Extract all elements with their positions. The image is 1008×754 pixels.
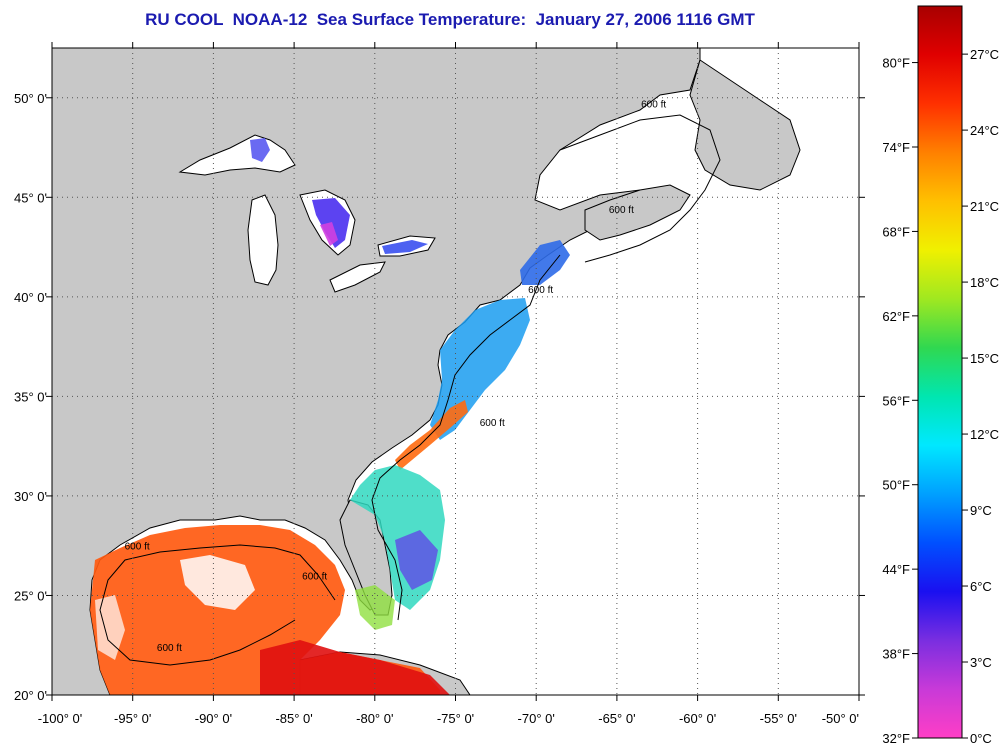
isobath-label: 600 ft xyxy=(480,418,505,429)
isobath-label: 600 ft xyxy=(528,285,553,296)
lat-tick-label: 25° 0' xyxy=(14,588,47,603)
fahrenheit-label: 74°F xyxy=(882,140,910,155)
isobath-label: 600 ft xyxy=(157,643,182,654)
lon-tick-label: -50° 0' xyxy=(822,711,859,726)
celsius-label: 12°C xyxy=(970,427,999,442)
sst-bahamas-blue xyxy=(395,530,438,590)
lon-tick-label: -70° 0' xyxy=(518,711,555,726)
sst-gulf-stream xyxy=(395,400,468,470)
fahrenheit-label: 50°F xyxy=(882,478,910,493)
isobath-label: 600 ft xyxy=(302,572,327,583)
newfoundland-land xyxy=(689,59,801,191)
lon-tick-label: -85° 0' xyxy=(275,711,312,726)
lat-tick-label: 35° 0' xyxy=(14,389,47,404)
lake-erie xyxy=(329,261,386,293)
isobath-600ft-north xyxy=(559,114,721,263)
celsius-label: 9°C xyxy=(970,503,992,518)
sst-gulf-of-mexico xyxy=(90,525,440,695)
lat-tick-label: 50° 0' xyxy=(14,91,47,106)
lat-tick-label: 45° 0' xyxy=(14,190,47,205)
lon-tick-label: -100° 0' xyxy=(38,711,83,726)
lon-tick-label: -65° 0' xyxy=(598,711,635,726)
isobath-label: 600 ft xyxy=(125,542,150,553)
lon-tick-label: -80° 0' xyxy=(356,711,393,726)
lake-superior-sst xyxy=(250,138,270,162)
lon-tick-label: -75° 0' xyxy=(437,711,474,726)
fahrenheit-label: 68°F xyxy=(882,224,910,239)
isobath-labels: 600 ft 600 ft 600 ft 600 ft 600 ft 600 ft 600 … xyxy=(125,100,667,654)
isobath-label: 600 ft xyxy=(609,205,634,216)
lat-tick-label: 40° 0' xyxy=(14,290,47,305)
fahrenheit-label: 80°F xyxy=(882,56,910,71)
axis-ticks: 50° 0' 45° 0' 40° 0' 35° 0' 30° 0' 25° 0' 20° … xyxy=(14,42,865,726)
isobath-600ft-gulf xyxy=(99,544,336,666)
sst-gulf-cloud xyxy=(180,555,255,610)
sst-gulf-cloud-2 xyxy=(95,595,125,660)
fahrenheit-label: 44°F xyxy=(882,562,910,577)
celsius-label: 27°C xyxy=(970,47,999,62)
lon-tick-label: -60° 0' xyxy=(679,711,716,726)
lat-tick-label: 30° 0' xyxy=(14,489,47,504)
lon-tick-label: -55° 0' xyxy=(760,711,797,726)
sst-florida-keys xyxy=(355,585,395,630)
celsius-label: 15°C xyxy=(970,351,999,366)
lon-tick-label: -95° 0' xyxy=(114,711,151,726)
map-title: RU COOL NOAA-12 Sea Surface Temperature:… xyxy=(145,10,755,29)
celsius-label: 24°C xyxy=(970,123,999,138)
isobath-label: 600 ft xyxy=(641,100,666,111)
lake-ontario-sst xyxy=(382,240,428,254)
north-america-land xyxy=(52,48,701,695)
fahrenheit-label: 38°F xyxy=(882,647,910,662)
nova-scotia-land xyxy=(584,184,691,241)
lake-huron-sst-edge xyxy=(320,222,338,246)
fahrenheit-label: 32°F xyxy=(882,731,910,746)
lon-tick-label: -90° 0' xyxy=(195,711,232,726)
lat-tick-label: 20° 0' xyxy=(14,688,47,703)
sst-gulf-of-maine xyxy=(520,240,570,285)
celsius-label: 18°C xyxy=(970,275,999,290)
fahrenheit-label: 56°F xyxy=(882,393,910,408)
lake-michigan xyxy=(247,194,279,286)
celsius-label: 21°C xyxy=(970,199,999,214)
celsius-label: 3°C xyxy=(970,655,992,670)
colorbar-labels: 27°C 24°C 21°C 18°C 15°C 12°C 9°C 6°C 3°C 0°C 80°F… xyxy=(882,47,999,746)
isobath-600ft-atlantic xyxy=(371,254,561,621)
sst-caribbean-warm xyxy=(260,640,450,695)
colorbar xyxy=(917,5,963,739)
celsius-label: 6°C xyxy=(970,579,992,594)
fahrenheit-label: 62°F xyxy=(882,309,910,324)
celsius-label: 0°C xyxy=(970,731,992,746)
